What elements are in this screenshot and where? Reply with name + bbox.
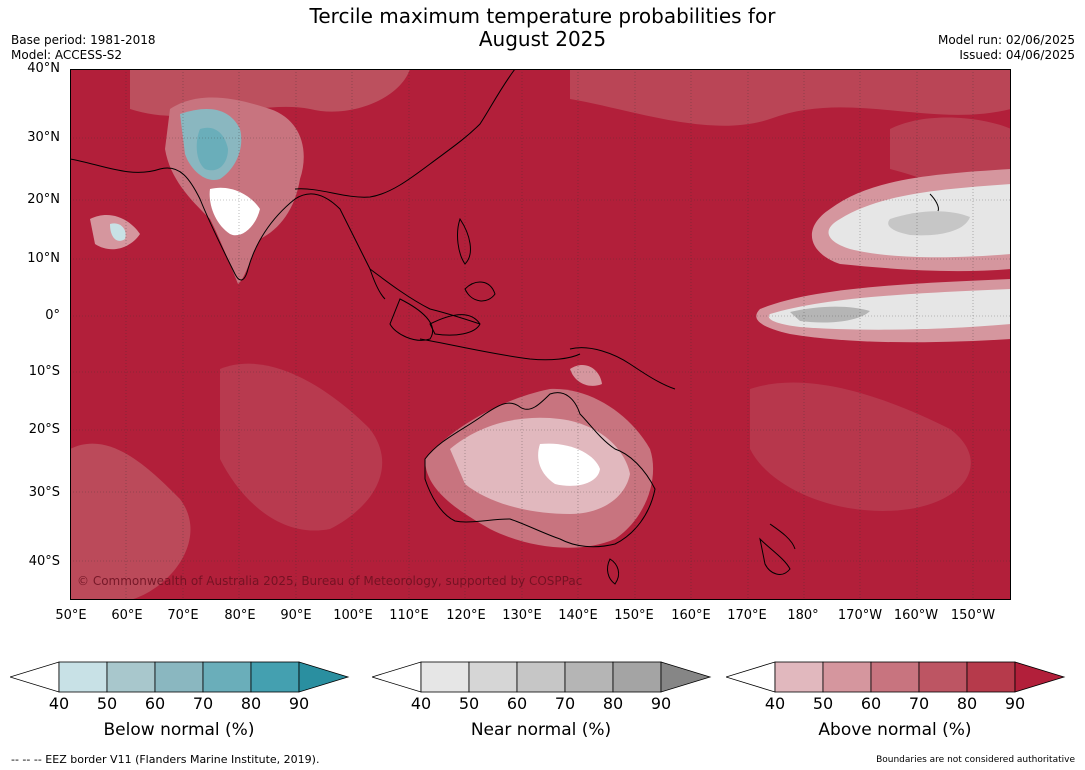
- probability-map: [70, 69, 1011, 600]
- lon-label: 180°: [787, 608, 819, 623]
- colorbar-label-above-normal: Above normal (%): [818, 720, 972, 740]
- colorbar-tick: 50: [458, 694, 480, 713]
- colorbar-near-normal: [372, 661, 712, 693]
- map-frame: [70, 69, 1011, 600]
- colorbar-segment: [58, 661, 108, 693]
- colorbar-tick: 70: [192, 694, 214, 713]
- colorbar-tick: 80: [956, 694, 978, 713]
- colorbar-segment: [298, 661, 350, 693]
- colorbar-tick: 90: [288, 694, 310, 713]
- lon-label: 150°W: [950, 608, 996, 623]
- lon-label: 110°E: [389, 608, 429, 623]
- lat-label: 40°S: [28, 554, 60, 569]
- lon-label: 100°E: [333, 608, 373, 623]
- meta-left: Base period: 1981-2018 Model: ACCESS-S2: [11, 33, 156, 63]
- colorbar-tick: 50: [96, 694, 118, 713]
- lon-label: 50°E: [55, 608, 87, 623]
- colorbar-segment: [516, 661, 566, 693]
- colorbar-segment: [202, 661, 252, 693]
- colorbar-tick: 90: [1004, 694, 1026, 713]
- colorbar-tick: 60: [506, 694, 528, 713]
- colorbar-label-near-normal: Near normal (%): [470, 720, 612, 740]
- colorbar-segment: [564, 661, 614, 693]
- lon-label: 80°E: [224, 608, 256, 623]
- lon-label: 70°E: [167, 608, 199, 623]
- model-name: Model: ACCESS-S2: [11, 48, 123, 62]
- lon-label: 120°E: [446, 608, 486, 623]
- lat-label: 20°N: [27, 192, 60, 207]
- lon-label: 130°E: [502, 608, 542, 623]
- colorbar-segment: [870, 661, 920, 693]
- lat-label: 10°N: [27, 251, 60, 266]
- map-title: Tercile maximum temperature probabilitie…: [0, 5, 1085, 51]
- copyright-notice: © Commonwealth of Australia 2025, Bureau…: [77, 574, 583, 588]
- colorbar-segment: [966, 661, 1016, 693]
- lon-label: 60°E: [111, 608, 143, 623]
- colorbar-tick: 40: [410, 694, 432, 713]
- lat-label: 0°: [45, 308, 60, 323]
- colorbar-segment: [1014, 661, 1066, 693]
- lon-label: 140°E: [558, 608, 598, 623]
- colorbar-above-normal: [726, 661, 1066, 693]
- colorbar-label-below-normal: Below normal (%): [103, 720, 255, 740]
- meta-right: Model run: 02/06/2025 Issued: 04/06/2025: [938, 33, 1075, 63]
- colorbar-segment: [660, 661, 712, 693]
- lon-label: 90°E: [280, 608, 312, 623]
- lat-label: 30°S: [28, 485, 60, 500]
- lat-label: 20°S: [28, 422, 60, 437]
- colorbar-below-normal: [10, 661, 350, 693]
- colorbar-tick: 80: [240, 694, 262, 713]
- lon-label: 160°E: [671, 608, 711, 623]
- base-period: Base period: 1981-2018: [11, 33, 156, 47]
- colorbar-segment: [106, 661, 156, 693]
- boundaries-note: Boundaries are not considered authoritat…: [876, 755, 1075, 765]
- colorbar-tick: 40: [764, 694, 786, 713]
- colorbar-segment: [468, 661, 518, 693]
- colorbar-segment: [420, 661, 470, 693]
- colorbar-tick: 90: [650, 694, 672, 713]
- colorbar-segment: [774, 661, 824, 693]
- colorbar-tick: 60: [860, 694, 882, 713]
- colorbar-tick: 70: [908, 694, 930, 713]
- eez-note: -- -- -- EEZ border V11 (Flanders Marine…: [11, 753, 320, 766]
- coastlines: [70, 69, 939, 585]
- colorbar-segment: [372, 661, 422, 693]
- colorbar-tick: 50: [812, 694, 834, 713]
- colorbar-segment: [250, 661, 300, 693]
- model-run-date: Model run: 02/06/2025: [937, 33, 1075, 47]
- graticule: [70, 69, 1011, 600]
- colorbar-tick: 40: [48, 694, 70, 713]
- lon-label: 150°E: [614, 608, 654, 623]
- lon-label: 170°E: [727, 608, 767, 623]
- colorbar-segment: [154, 661, 204, 693]
- lat-label: 40°N: [27, 61, 60, 76]
- colorbar-tick: 70: [554, 694, 576, 713]
- colorbar-tick: 80: [602, 694, 624, 713]
- colorbar-segment: [726, 661, 776, 693]
- lat-label: 10°S: [28, 364, 60, 379]
- colorbar-tick: 60: [144, 694, 166, 713]
- colorbar-segment: [612, 661, 662, 693]
- issued-date: Issued: 04/06/2025: [959, 48, 1075, 62]
- lat-label: 30°N: [27, 130, 60, 145]
- lon-label: 170°W: [837, 608, 883, 623]
- title-line-1: Tercile maximum temperature probabilitie…: [309, 4, 776, 28]
- title-line-2: August 2025: [478, 27, 607, 51]
- colorbar-segment: [822, 661, 872, 693]
- colorbar-segment: [10, 661, 60, 693]
- colorbar-segment: [918, 661, 968, 693]
- lon-label: 160°W: [893, 608, 939, 623]
